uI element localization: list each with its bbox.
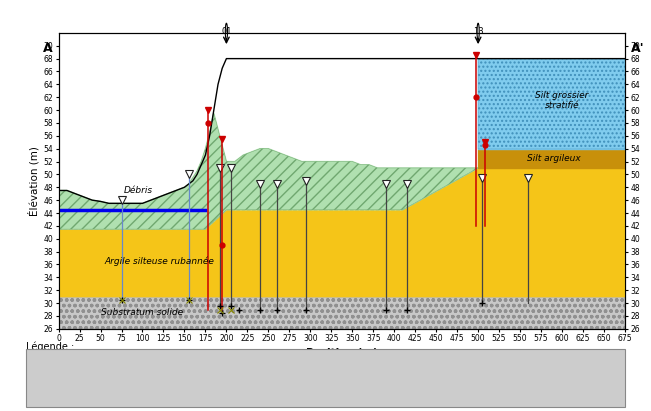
- Text: Argile silteuse rubannée: Argile silteuse rubannée: [104, 256, 214, 266]
- Text: Légende :: Légende :: [26, 341, 74, 352]
- Text: Silt argileux: Silt argileux: [527, 154, 581, 163]
- Y-axis label: Élévation (m): Élévation (m): [27, 146, 39, 216]
- Polygon shape: [59, 113, 478, 229]
- Text: Profondeur de
l'essai de
dissipation: Profondeur de l'essai de dissipation: [502, 375, 556, 405]
- Polygon shape: [478, 149, 625, 168]
- Text: Profondeur de la
base du piézomètre: Profondeur de la base du piézomètre: [202, 375, 279, 395]
- Text: 13: 13: [473, 27, 484, 36]
- Polygon shape: [59, 168, 625, 297]
- Polygon shape: [59, 297, 625, 329]
- Text: Substratum solide: Substratum solide: [102, 308, 184, 317]
- Text: Hauteur d'eau mesurée
à partir du piézomètre: Hauteur d'eau mesurée à partir du piézom…: [53, 375, 143, 395]
- Text: Débris: Débris: [124, 186, 153, 195]
- X-axis label: Position (m): Position (m): [306, 348, 378, 358]
- Text: Silt grossier
stratifié: Silt grossier stratifié: [535, 91, 589, 110]
- Polygon shape: [478, 59, 625, 149]
- Text: 01: 01: [221, 27, 232, 36]
- Text: Hauteur d'eau mesurée
à partir de l'essai de
dissipation: Hauteur d'eau mesurée à partir de l'essa…: [352, 375, 443, 405]
- Text: A': A': [631, 42, 644, 55]
- Text: A: A: [44, 42, 53, 55]
